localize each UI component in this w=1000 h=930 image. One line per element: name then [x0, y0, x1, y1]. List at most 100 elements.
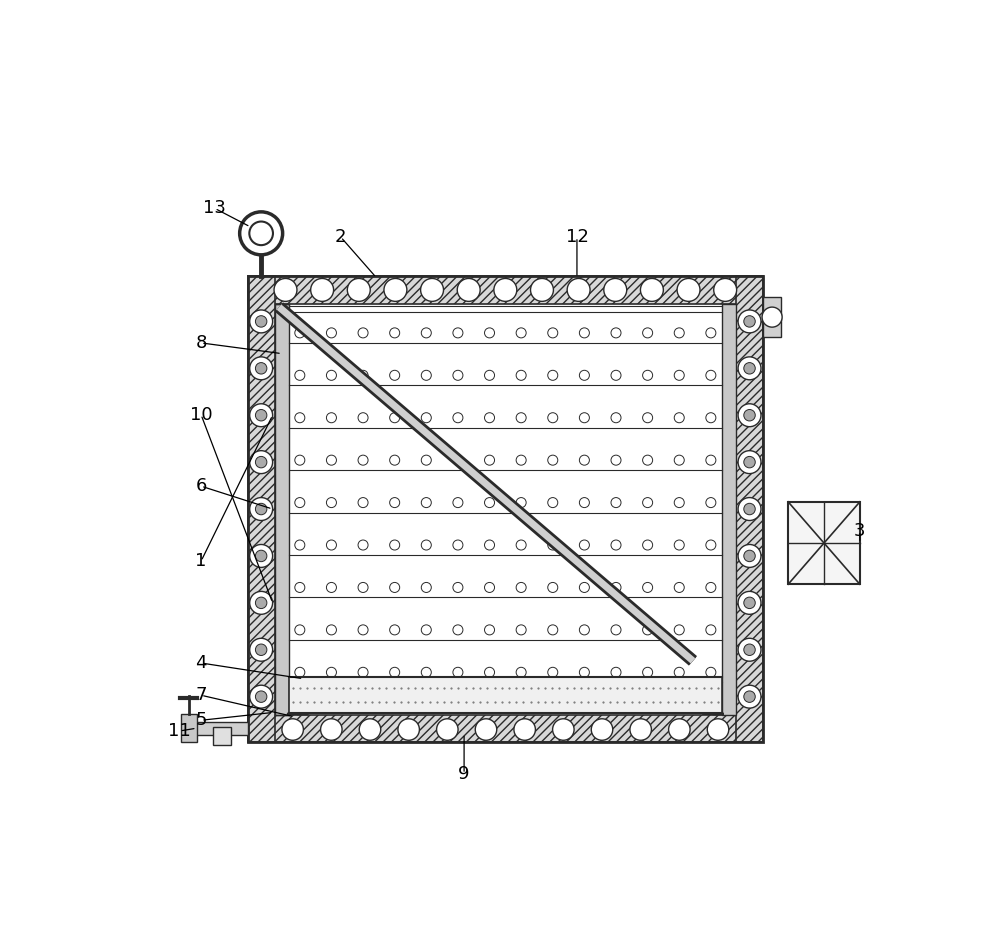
- Circle shape: [738, 310, 761, 333]
- Circle shape: [604, 278, 627, 301]
- Circle shape: [390, 625, 400, 635]
- Circle shape: [643, 370, 653, 380]
- Circle shape: [579, 498, 589, 508]
- Circle shape: [707, 719, 729, 740]
- Circle shape: [485, 328, 495, 338]
- Text: 11: 11: [168, 722, 191, 740]
- Circle shape: [714, 278, 737, 301]
- Circle shape: [744, 315, 755, 327]
- Circle shape: [738, 451, 761, 473]
- Bar: [181, 714, 197, 742]
- Bar: [213, 727, 231, 745]
- Circle shape: [591, 719, 613, 740]
- Circle shape: [240, 212, 283, 255]
- Text: 2: 2: [335, 228, 346, 246]
- Circle shape: [744, 551, 755, 562]
- Circle shape: [548, 582, 558, 592]
- Circle shape: [453, 668, 463, 677]
- Circle shape: [553, 719, 574, 740]
- Circle shape: [358, 413, 368, 423]
- Circle shape: [516, 498, 526, 508]
- Circle shape: [398, 719, 419, 740]
- Circle shape: [295, 498, 305, 508]
- Circle shape: [421, 668, 431, 677]
- Circle shape: [255, 363, 267, 374]
- Circle shape: [738, 498, 761, 521]
- Circle shape: [255, 409, 267, 421]
- Circle shape: [358, 582, 368, 592]
- Circle shape: [762, 307, 782, 327]
- Circle shape: [516, 625, 526, 635]
- Circle shape: [674, 455, 684, 465]
- Circle shape: [358, 625, 368, 635]
- Circle shape: [326, 498, 336, 508]
- Circle shape: [421, 413, 431, 423]
- Circle shape: [516, 413, 526, 423]
- Circle shape: [643, 625, 653, 635]
- Circle shape: [295, 625, 305, 635]
- Text: 10: 10: [190, 405, 212, 423]
- Circle shape: [295, 413, 305, 423]
- Circle shape: [744, 409, 755, 421]
- Circle shape: [611, 370, 621, 380]
- Circle shape: [706, 582, 716, 592]
- Bar: [289, 677, 722, 713]
- Circle shape: [384, 278, 407, 301]
- Circle shape: [669, 719, 690, 740]
- Circle shape: [255, 457, 267, 468]
- Circle shape: [494, 278, 517, 301]
- Circle shape: [255, 503, 267, 515]
- Circle shape: [255, 644, 267, 656]
- Circle shape: [358, 498, 368, 508]
- Circle shape: [548, 625, 558, 635]
- Circle shape: [514, 719, 535, 740]
- Circle shape: [326, 328, 336, 338]
- Circle shape: [250, 404, 273, 427]
- Circle shape: [295, 582, 305, 592]
- Bar: [788, 502, 860, 584]
- Circle shape: [421, 498, 431, 508]
- Circle shape: [567, 278, 590, 301]
- Circle shape: [250, 451, 273, 473]
- Circle shape: [255, 551, 267, 562]
- Circle shape: [421, 328, 431, 338]
- Circle shape: [706, 328, 716, 338]
- Circle shape: [274, 278, 297, 301]
- Circle shape: [643, 455, 653, 465]
- Circle shape: [706, 625, 716, 635]
- Circle shape: [674, 370, 684, 380]
- Circle shape: [744, 691, 755, 702]
- Circle shape: [643, 328, 653, 338]
- Circle shape: [738, 591, 761, 615]
- Circle shape: [516, 582, 526, 592]
- Circle shape: [744, 597, 755, 608]
- Circle shape: [548, 455, 558, 465]
- Circle shape: [390, 540, 400, 550]
- Circle shape: [321, 719, 342, 740]
- Circle shape: [630, 719, 651, 740]
- Circle shape: [611, 413, 621, 423]
- Circle shape: [485, 455, 495, 465]
- Circle shape: [421, 455, 431, 465]
- Bar: [248, 276, 275, 742]
- Circle shape: [347, 278, 370, 301]
- Circle shape: [738, 685, 761, 708]
- Bar: [248, 276, 763, 742]
- Circle shape: [674, 540, 684, 550]
- Circle shape: [643, 540, 653, 550]
- Circle shape: [640, 278, 663, 301]
- Text: 9: 9: [458, 765, 470, 783]
- Circle shape: [326, 668, 336, 677]
- Circle shape: [674, 413, 684, 423]
- Circle shape: [453, 625, 463, 635]
- Circle shape: [548, 328, 558, 338]
- Circle shape: [359, 719, 381, 740]
- Circle shape: [457, 278, 480, 301]
- Circle shape: [516, 668, 526, 677]
- Text: 13: 13: [203, 199, 226, 218]
- Circle shape: [390, 413, 400, 423]
- Circle shape: [250, 591, 273, 615]
- Circle shape: [706, 498, 716, 508]
- Circle shape: [706, 413, 716, 423]
- Circle shape: [250, 498, 273, 521]
